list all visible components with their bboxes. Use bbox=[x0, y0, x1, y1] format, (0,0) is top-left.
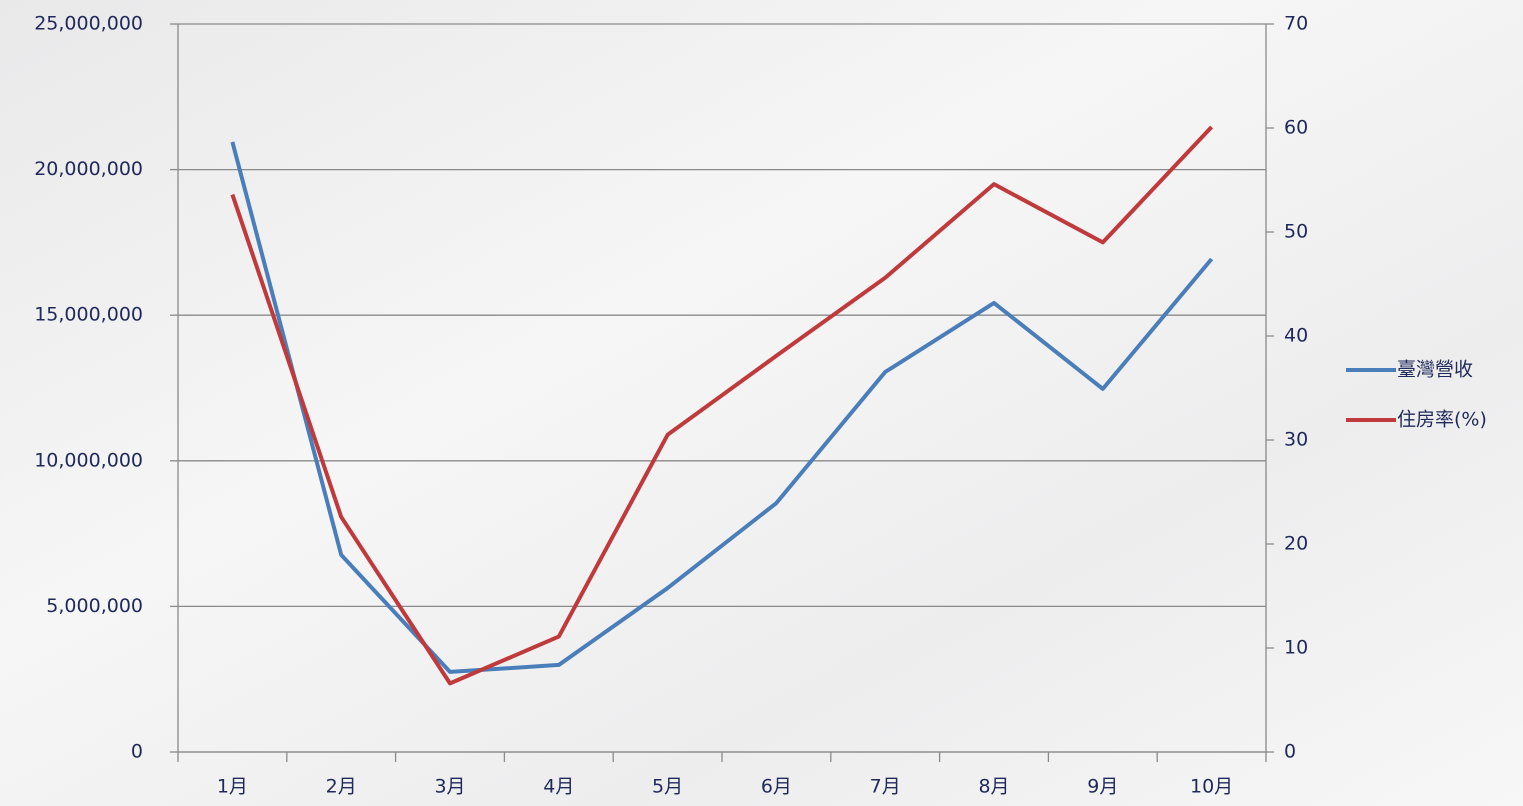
x-tick-label: 2月 bbox=[326, 776, 357, 798]
y2-tick-label: 50 bbox=[1284, 221, 1308, 243]
x-tick-label: 8月 bbox=[978, 776, 1009, 798]
x-tick-label: 5月 bbox=[652, 776, 683, 798]
y2-tick-label: 0 bbox=[1284, 741, 1296, 763]
y-tick-label: 10,000,000 bbox=[34, 449, 143, 471]
x-tick-label: 1月 bbox=[217, 776, 248, 798]
y-tick-label: 20,000,000 bbox=[34, 158, 143, 180]
x-tick-label: 7月 bbox=[870, 776, 901, 798]
x-tick-label: 4月 bbox=[543, 776, 574, 798]
y2-tick-label: 20 bbox=[1284, 533, 1308, 555]
y2-tick-label: 40 bbox=[1284, 325, 1308, 347]
x-tick-label: 10月 bbox=[1190, 776, 1233, 798]
legend-label: 臺灣營收 bbox=[1397, 359, 1473, 381]
legend-label: 住房率(%) bbox=[1397, 409, 1487, 431]
x-tick-label: 6月 bbox=[761, 776, 792, 798]
y-tick-label: 15,000,000 bbox=[34, 304, 143, 326]
x-tick-label: 9月 bbox=[1087, 776, 1118, 798]
x-tick-label: 3月 bbox=[434, 776, 465, 798]
y-tick-label: 0 bbox=[131, 741, 143, 763]
y-tick-label: 5,000,000 bbox=[46, 595, 143, 617]
y2-tick-label: 30 bbox=[1284, 429, 1308, 451]
y2-tick-label: 10 bbox=[1284, 637, 1308, 659]
y2-tick-label: 60 bbox=[1284, 117, 1308, 139]
series-line bbox=[230, 141, 1214, 674]
series-line bbox=[230, 125, 1214, 686]
y2-tick-label: 70 bbox=[1284, 13, 1308, 35]
y-tick-label: 25,000,000 bbox=[34, 13, 143, 35]
